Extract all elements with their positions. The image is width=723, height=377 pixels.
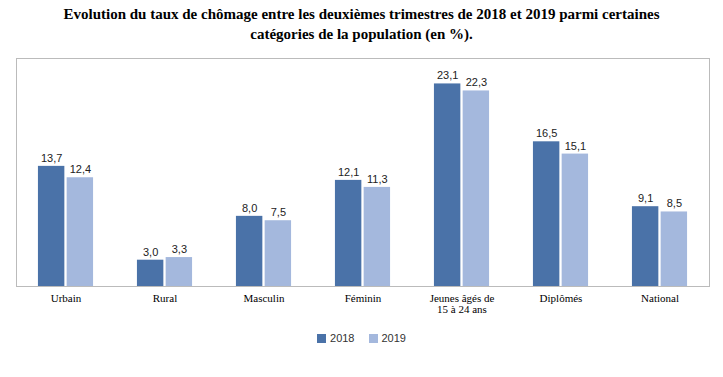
html-text:2019: 2019 (381, 332, 406, 344)
svg-text:Jeunes âgés de15 à 24 ans: Jeunes âgés de15 à 24 ans (430, 292, 495, 315)
html-text:Evolution du taux de chômage e: Evolution du taux de chômage entre les d… (63, 6, 660, 42)
svg-text:13,7: 13,7 (41, 152, 62, 164)
svg-text:8,5: 8,5 (667, 197, 682, 209)
svg-text:Masculin: Masculin (244, 292, 285, 304)
svg-text:7,5: 7,5 (271, 206, 286, 218)
svg-text:Féminin: Féminin (345, 292, 382, 304)
svg-text:9,1: 9,1 (638, 192, 653, 204)
svg-text:22,3: 22,3 (466, 76, 487, 88)
svg-text:Urbain: Urbain (51, 292, 82, 304)
svg-text:3,0: 3,0 (143, 246, 158, 258)
svg-text:8,0: 8,0 (242, 202, 257, 214)
svg-text:23,1: 23,1 (437, 69, 458, 81)
svg-text:3,3: 3,3 (172, 243, 187, 255)
svg-text:Diplômés: Diplômés (540, 292, 583, 304)
svg-text:12,1: 12,1 (338, 166, 359, 178)
svg-text:12,4: 12,4 (70, 163, 91, 175)
html-text:2018: 2018 (330, 332, 355, 344)
svg-text:National: National (641, 292, 679, 304)
svg-text:Rural: Rural (153, 292, 177, 304)
svg-text:11,3: 11,3 (367, 173, 388, 185)
svg-text:16,5: 16,5 (536, 127, 557, 139)
svg-text:15,1: 15,1 (565, 140, 586, 152)
